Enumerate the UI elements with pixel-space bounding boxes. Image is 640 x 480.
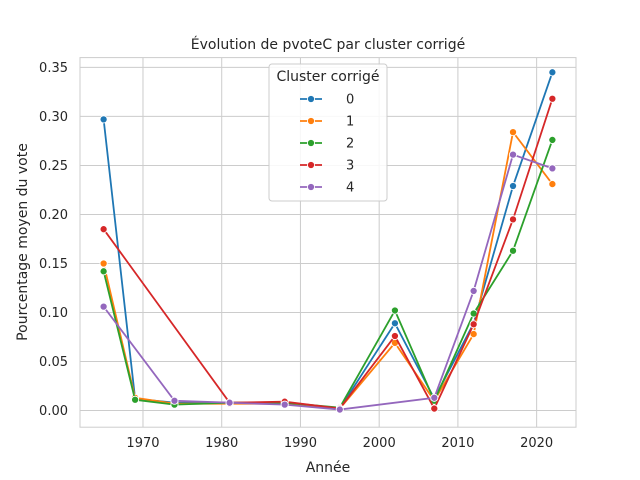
data-point	[430, 393, 439, 402]
y-tick-label: 0.25	[39, 159, 68, 174]
legend-title: Cluster corrigé	[276, 69, 379, 85]
legend-swatch-marker	[306, 182, 316, 192]
x-tick-label: 2000	[363, 436, 396, 451]
legend-swatch-marker	[306, 160, 316, 170]
data-point	[508, 246, 518, 255]
legend-label: 1	[346, 115, 354, 130]
data-point	[548, 94, 557, 103]
y-tick-label: 0.10	[39, 306, 68, 321]
data-point	[508, 128, 518, 137]
series-layer	[99, 68, 557, 414]
y-tick-label: 0.30	[39, 110, 68, 125]
data-point	[99, 225, 108, 234]
chart-title: Évolution de pvoteC par cluster corrigé	[191, 36, 465, 53]
legend-box	[268, 63, 388, 202]
plot-frame	[79, 57, 577, 428]
y-tick-label: 0.00	[39, 404, 68, 419]
data-point	[508, 150, 518, 159]
legend-item-3: 3	[300, 159, 354, 174]
data-point	[390, 331, 399, 341]
data-point	[170, 396, 179, 405]
data-point	[390, 319, 399, 328]
legend-swatch-marker	[306, 116, 316, 126]
data-point	[99, 302, 108, 311]
data-point	[99, 115, 108, 124]
data-point	[430, 404, 439, 413]
data-point	[99, 267, 108, 276]
data-point	[508, 215, 518, 224]
legend-swatch-marker	[306, 94, 316, 104]
x-tick-label: 2020	[520, 436, 553, 451]
data-point	[508, 181, 518, 191]
data-point	[548, 135, 557, 145]
y-axis-title: Pourcentage moyen du vote	[15, 143, 31, 341]
data-point	[131, 395, 140, 404]
legend-swatch-marker	[306, 138, 316, 148]
x-tick-label: 1980	[205, 436, 238, 451]
legend-item-1: 1	[300, 115, 354, 130]
legend-item-2: 2	[300, 137, 354, 152]
data-point	[99, 259, 108, 268]
data-point	[225, 398, 234, 407]
x-axis-title: Année	[306, 460, 351, 476]
x-tick-label: 1970	[126, 436, 159, 451]
data-point	[469, 286, 478, 295]
data-point	[390, 306, 399, 315]
data-point	[335, 405, 344, 414]
legend-label: 4	[346, 181, 354, 196]
legend-item-4: 4	[300, 181, 354, 196]
legend-label: 2	[346, 137, 354, 152]
legend-item-0: 0	[300, 93, 354, 108]
legend-label: 3	[346, 159, 354, 174]
y-tick-label: 0.20	[39, 208, 68, 223]
x-tick-label: 1990	[284, 436, 317, 451]
data-point	[548, 68, 557, 77]
data-point	[548, 164, 557, 173]
y-tick-label: 0.35	[39, 61, 68, 76]
series-4	[99, 150, 557, 414]
x-tick-label: 2010	[441, 436, 474, 451]
y-tick-label: 0.05	[39, 355, 68, 370]
legend-label: 0	[346, 93, 354, 108]
data-point	[548, 180, 557, 189]
data-point	[469, 320, 478, 329]
y-tick-label: 0.15	[39, 257, 68, 272]
data-point	[280, 400, 289, 409]
axis-ticks: 1970 1980 1990 2000 2010 2020 0.00 0.05 0.10 0.15…	[39, 61, 553, 451]
legend: Cluster corrigé 0 1 2 3 4	[268, 63, 388, 202]
